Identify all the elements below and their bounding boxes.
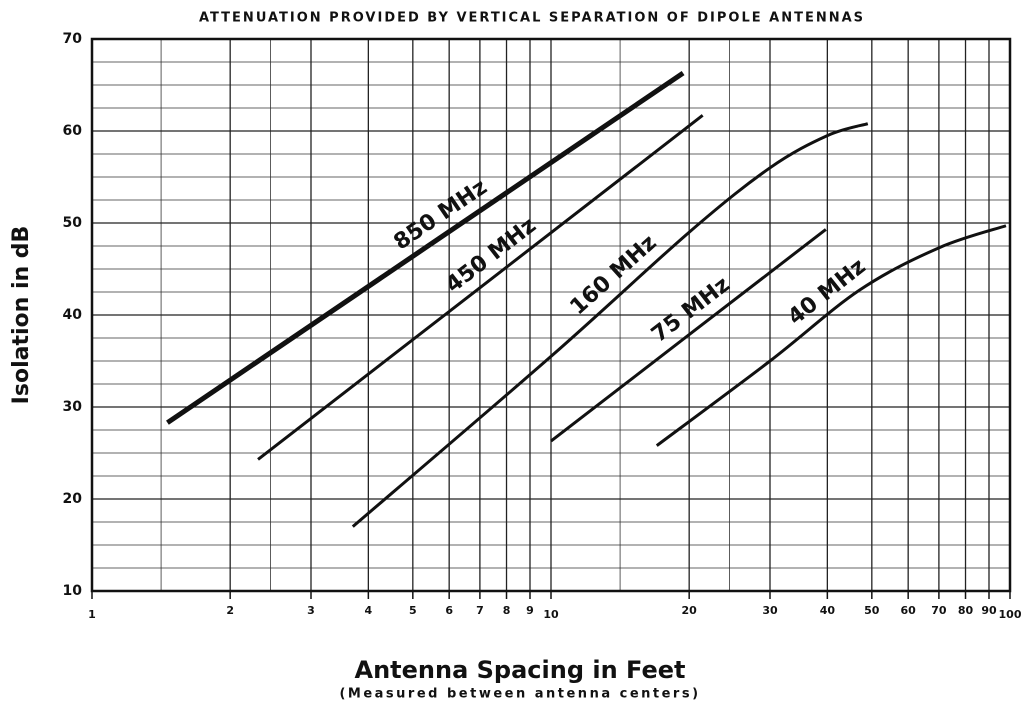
x-tick-label: 3 [307, 604, 315, 617]
x-tick-label: 40 [820, 604, 836, 617]
x-tick-label: 60 [901, 604, 917, 617]
series-label: 160 MHz [566, 230, 662, 320]
y-tick-label: 60 [63, 123, 83, 139]
x-tick-label: 2 [226, 604, 234, 617]
y-tick-label: 40 [63, 307, 83, 323]
x-axis-note: (Measured between antenna centers) [339, 687, 700, 702]
x-tick-label: 100 [999, 608, 1022, 621]
x-tick-label: 4 [365, 604, 373, 617]
y-axis-label: Isolation in dB [9, 226, 34, 405]
x-tick-label: 90 [981, 604, 997, 617]
y-tick-label: 10 [63, 583, 83, 599]
x-tick-label: 80 [958, 604, 974, 617]
y-tick-label: 30 [63, 399, 83, 415]
x-tick-label: 10 [543, 608, 559, 621]
x-tick-label: 6 [445, 604, 453, 617]
x-tick-label: 8 [503, 604, 511, 617]
x-tick-label: 50 [864, 604, 880, 617]
chart-title: ATTENUATION PROVIDED BY VERTICAL SEPARAT… [199, 11, 865, 26]
series-line [257, 114, 704, 461]
x-axis-label: Antenna Spacing in Feet [355, 656, 686, 684]
x-tick-label: 30 [762, 604, 778, 617]
plot-frame [90, 37, 1012, 593]
y-tick-label: 20 [63, 491, 83, 507]
series-line [166, 70, 685, 425]
x-tick-label: 7 [476, 604, 484, 617]
series-line [550, 228, 827, 443]
x-tick-label: 9 [526, 604, 534, 617]
x-tick-label: 1 [88, 608, 96, 621]
series-line [655, 224, 1007, 447]
x-tick-label: 70 [931, 604, 947, 617]
series-line [351, 122, 869, 528]
y-tick-label: 70 [63, 31, 83, 47]
y-tick-label: 50 [63, 215, 83, 231]
x-tick-label: 5 [409, 604, 417, 617]
x-tick-label: 20 [682, 604, 698, 617]
